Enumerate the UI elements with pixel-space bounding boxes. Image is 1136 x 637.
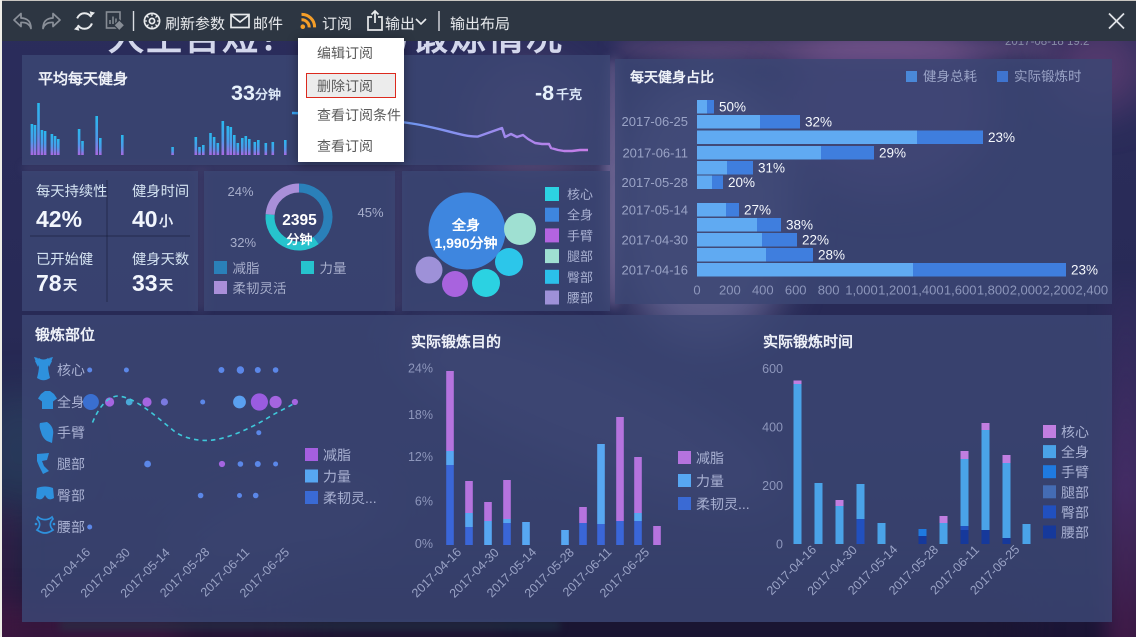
svg-text:400: 400 — [752, 283, 774, 298]
svg-text:实际锻炼目的: 实际锻炼目的 — [411, 333, 501, 351]
svg-text:22%: 22% — [802, 233, 829, 248]
svg-text:2017-05-14: 2017-05-14 — [622, 202, 689, 217]
svg-text:实际锻炼时间: 实际锻炼时间 — [763, 333, 853, 351]
svg-text:50%: 50% — [719, 100, 746, 115]
svg-text:腿部: 腿部 — [1061, 484, 1089, 500]
svg-text:1,990分钟: 1,990分钟 — [434, 235, 497, 251]
svg-text:小: 小 — [158, 213, 173, 229]
svg-text:健身总耗: 健身总耗 — [923, 69, 977, 84]
svg-text:健身时间: 健身时间 — [132, 183, 189, 200]
svg-text:400: 400 — [762, 421, 783, 435]
svg-text:臀部: 臀部 — [567, 270, 593, 285]
svg-text:42%: 42% — [36, 206, 82, 232]
svg-text:2,000: 2,000 — [1010, 283, 1043, 298]
svg-text:实际锻炼时: 实际锻炼时 — [1014, 69, 1082, 84]
svg-text:每天持续性: 每天持续性 — [36, 183, 107, 200]
svg-text:2017-06-25: 2017-06-25 — [622, 114, 689, 129]
svg-text:29%: 29% — [879, 146, 906, 161]
svg-text:分钟: 分钟 — [255, 87, 281, 102]
svg-text:24%: 24% — [408, 362, 433, 376]
svg-text:天: 天 — [63, 277, 78, 293]
svg-text:天: 天 — [159, 277, 174, 293]
svg-text:手臂: 手臂 — [567, 228, 593, 243]
svg-text:32%: 32% — [805, 115, 832, 130]
svg-text:全身: 全身 — [567, 208, 593, 223]
svg-text:6%: 6% — [415, 495, 433, 509]
svg-text:0%: 0% — [415, 537, 433, 551]
svg-text:腰部: 腰部 — [57, 519, 85, 535]
svg-text:腿部: 腿部 — [57, 456, 85, 472]
svg-text:柔韧灵活: 柔韧灵活 — [233, 281, 287, 296]
svg-text:2017-04-16: 2017-04-16 — [622, 262, 689, 277]
svg-text:1,800: 1,800 — [977, 283, 1010, 298]
svg-text:-8: -8 — [535, 81, 554, 105]
svg-text:力量: 力量 — [323, 469, 351, 485]
svg-text:33: 33 — [231, 81, 255, 105]
svg-text:减脂: 减脂 — [696, 450, 724, 466]
svg-text:1,600: 1,600 — [944, 283, 977, 298]
svg-text:2017-04-30: 2017-04-30 — [622, 232, 689, 247]
svg-text:每天健身占比: 每天健身占比 — [630, 69, 714, 85]
svg-text:健身天数: 健身天数 — [132, 251, 189, 268]
svg-text:臀部: 臀部 — [1061, 504, 1089, 520]
svg-text:24%: 24% — [227, 184, 253, 199]
svg-text:全身: 全身 — [57, 394, 85, 410]
svg-text:柔韧灵...: 柔韧灵... — [696, 496, 750, 512]
svg-text:27%: 27% — [744, 203, 771, 218]
svg-text:力量: 力量 — [696, 473, 724, 489]
svg-text:臀部: 臀部 — [57, 488, 85, 504]
svg-text:12%: 12% — [408, 450, 433, 464]
svg-text:20%: 20% — [728, 175, 755, 190]
svg-text:千克: 千克 — [556, 87, 582, 102]
svg-text:200: 200 — [719, 283, 741, 298]
svg-text:核心: 核心 — [567, 187, 593, 202]
svg-text:600: 600 — [785, 283, 807, 298]
svg-text:2017-06-11: 2017-06-11 — [622, 145, 688, 160]
svg-text:23%: 23% — [1071, 263, 1098, 278]
svg-text:全身: 全身 — [451, 217, 480, 233]
svg-text:2,200: 2,200 — [1043, 283, 1076, 298]
svg-text:0: 0 — [693, 283, 700, 298]
svg-text:核心: 核心 — [1061, 424, 1089, 440]
svg-text:已开始健: 已开始健 — [36, 251, 93, 268]
svg-text:600: 600 — [762, 362, 783, 376]
svg-text:23%: 23% — [988, 130, 1015, 145]
svg-text:腿部: 腿部 — [567, 249, 593, 264]
svg-text:1,000: 1,000 — [845, 283, 878, 298]
svg-text:2017-05-28: 2017-05-28 — [622, 175, 689, 190]
svg-text:腰部: 腰部 — [1061, 525, 1089, 541]
svg-text:31%: 31% — [758, 161, 785, 176]
svg-text:0: 0 — [776, 538, 783, 552]
svg-text:锻炼部位: 锻炼部位 — [35, 326, 95, 344]
svg-text:40: 40 — [132, 206, 158, 232]
svg-text:手臂: 手臂 — [57, 425, 85, 441]
svg-text:平均每天健身: 平均每天健身 — [38, 70, 128, 88]
svg-text:38%: 38% — [786, 218, 813, 233]
svg-text:2,400: 2,400 — [1076, 283, 1109, 298]
svg-text:1,400: 1,400 — [911, 283, 944, 298]
svg-text:减脂: 减脂 — [323, 447, 351, 463]
svg-text:减脂: 减脂 — [233, 261, 260, 276]
svg-text:1,200: 1,200 — [878, 283, 911, 298]
svg-text:28%: 28% — [818, 248, 845, 263]
svg-text:33: 33 — [132, 270, 158, 296]
svg-text:腰部: 腰部 — [567, 291, 593, 306]
svg-text:78: 78 — [36, 270, 62, 296]
svg-text:800: 800 — [818, 283, 840, 298]
svg-text:手臂: 手臂 — [1061, 464, 1089, 480]
svg-text:柔韧灵...: 柔韧灵... — [323, 490, 377, 506]
svg-text:分钟: 分钟 — [286, 232, 312, 247]
svg-text:2395: 2395 — [282, 212, 317, 229]
svg-text:全身: 全身 — [1061, 444, 1089, 460]
svg-text:32%: 32% — [230, 235, 256, 250]
svg-text:200: 200 — [762, 479, 783, 493]
svg-text:核心: 核心 — [57, 362, 85, 378]
svg-text:18%: 18% — [408, 408, 433, 422]
svg-text:力量: 力量 — [320, 261, 347, 276]
svg-text:45%: 45% — [357, 205, 383, 220]
